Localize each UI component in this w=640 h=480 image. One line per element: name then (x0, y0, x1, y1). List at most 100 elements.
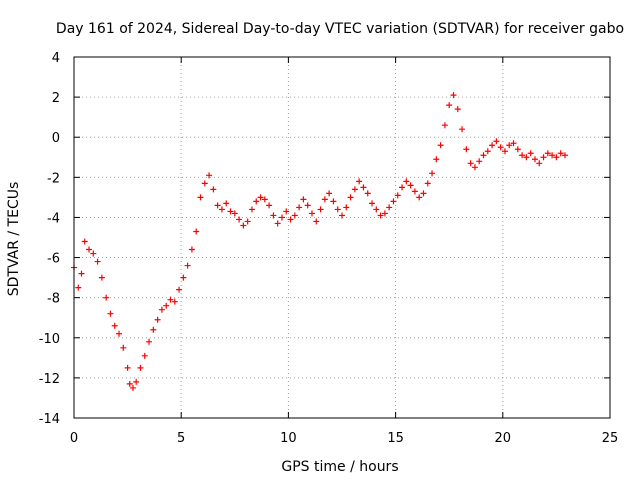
data-point (180, 274, 187, 281)
data-point (274, 220, 281, 227)
data-point (167, 296, 174, 303)
data-point (501, 148, 508, 155)
axis-ticks (73, 56, 611, 419)
data-point (150, 326, 157, 333)
data-point (236, 216, 243, 223)
data-point (218, 206, 225, 213)
y-tick-label: -12 (39, 372, 60, 387)
x-tick-label: 25 (602, 431, 619, 446)
data-point (287, 216, 294, 223)
data-point (158, 306, 165, 313)
data-point (223, 200, 230, 207)
data-point (493, 138, 500, 145)
data-point (171, 298, 178, 305)
data-point (403, 178, 410, 185)
x-tick-label: 10 (280, 431, 297, 446)
data-point (411, 188, 418, 195)
data-point (78, 270, 85, 277)
data-point (98, 274, 105, 281)
data-point (188, 246, 195, 253)
data-point (506, 142, 513, 149)
data-point (94, 258, 101, 265)
data-point (480, 152, 487, 159)
data-point (231, 210, 238, 217)
data-point (519, 152, 526, 159)
data-point (377, 212, 384, 219)
data-point (184, 262, 191, 269)
data-point (240, 222, 247, 229)
data-point (531, 156, 538, 163)
data-point (111, 322, 118, 329)
data-point (146, 338, 153, 345)
y-tick-label: 0 (52, 131, 60, 146)
data-point (197, 194, 204, 201)
data-point (124, 364, 131, 371)
data-point (141, 352, 148, 359)
axis-tick-labels: 0 5 10 15 20 25 -14 -12 -10 -8 -6 -4 -2 0 2 4 (39, 51, 619, 446)
data-point (356, 178, 363, 185)
data-point (257, 194, 264, 201)
y-tick-label: -2 (47, 171, 60, 186)
data-point (489, 142, 496, 149)
data-point (278, 214, 285, 221)
data-point (497, 144, 504, 151)
data-point (214, 202, 221, 209)
data-point (176, 286, 183, 293)
data-point (321, 196, 328, 203)
data-point (330, 198, 337, 205)
y-tick-label: -8 (47, 292, 60, 307)
data-point (304, 202, 311, 209)
x-axis-label: GPS time / hours (281, 459, 398, 475)
data-point (420, 190, 427, 197)
data-point (116, 330, 123, 337)
data-point (437, 142, 444, 149)
data-point (266, 202, 273, 209)
y-axis-label: SDTVAR / TECUs (6, 182, 22, 297)
data-point (364, 190, 371, 197)
data-point (369, 200, 376, 207)
data-point (317, 206, 324, 213)
x-tick-label: 5 (177, 431, 185, 446)
data-point (557, 150, 564, 157)
data-point (334, 206, 341, 213)
data-point (90, 250, 97, 257)
y-tick-label: 2 (52, 91, 60, 106)
data-point (454, 106, 461, 113)
y-tick-label: -4 (47, 211, 60, 226)
data-point (326, 190, 333, 197)
data-point (206, 172, 213, 179)
data-point (86, 246, 93, 253)
data-point (133, 378, 140, 385)
data-point (399, 184, 406, 191)
data-point (441, 122, 448, 129)
data-points (71, 92, 568, 391)
data-point (244, 218, 251, 225)
data-point (126, 380, 133, 387)
data-point (514, 146, 521, 153)
data-point (163, 302, 170, 309)
data-point (540, 154, 547, 161)
data-point (291, 212, 298, 219)
x-tick-label: 15 (387, 431, 404, 446)
data-point (381, 210, 388, 217)
data-point (429, 170, 436, 177)
data-point (544, 150, 551, 157)
data-point (459, 126, 466, 133)
data-point (433, 156, 440, 163)
data-point (373, 206, 380, 213)
data-point (360, 184, 367, 191)
y-tick-label: -14 (39, 412, 60, 427)
data-point (416, 194, 423, 201)
data-point (261, 196, 268, 203)
data-point (347, 194, 354, 201)
data-point (390, 198, 397, 205)
data-point (296, 204, 303, 211)
data-point (283, 208, 290, 215)
data-point (424, 180, 431, 187)
x-tick-label: 0 (70, 431, 78, 446)
data-point (394, 192, 401, 199)
data-point (351, 186, 358, 193)
data-point (549, 152, 556, 159)
data-point (201, 180, 208, 187)
